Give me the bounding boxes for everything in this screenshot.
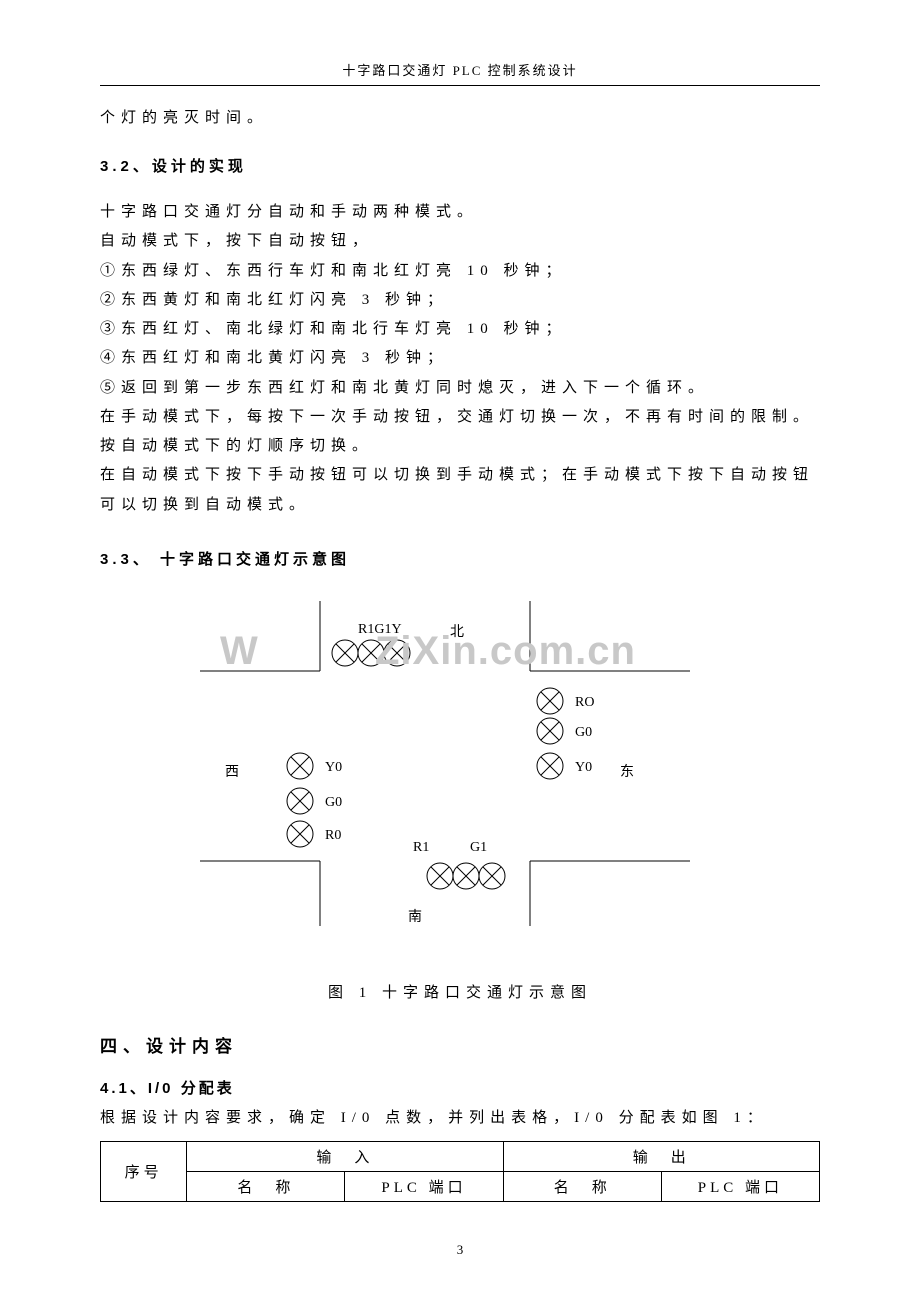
th-seq: 序号 bbox=[101, 1142, 187, 1202]
svg-text:西: 西 bbox=[225, 765, 239, 780]
th-output: 输 出 bbox=[503, 1142, 819, 1172]
th-input: 输 入 bbox=[187, 1142, 503, 1172]
svg-text:北: 北 bbox=[450, 624, 464, 640]
table-row: 序号 输 入 输 出 bbox=[101, 1142, 820, 1172]
figure-caption: 图 1 十字路口交通灯示意图 bbox=[100, 981, 820, 1002]
section-3-3-heading: 3.3、 十字路口交通灯示意图 bbox=[100, 548, 820, 569]
body-text: 十字路口交通灯分自动和手动两种模式。 bbox=[100, 198, 820, 227]
section-4-heading: 四、设计内容 bbox=[100, 1032, 820, 1057]
body-text: 在手动模式下，每按下一次手动按钮，交通灯切换一次，不再有时间的限制。按自动模式下… bbox=[100, 403, 820, 462]
body-text: ②东西黄灯和南北红灯闪亮 3 秒钟； bbox=[100, 286, 820, 315]
svg-text:RO: RO bbox=[575, 695, 594, 710]
body-text: 自动模式下，按下自动按钮， bbox=[100, 227, 820, 256]
page-number: 3 bbox=[100, 1242, 820, 1258]
page-header: 十字路口交通灯 PLC 控制系统设计 bbox=[100, 60, 820, 86]
svg-text:Y0: Y0 bbox=[575, 760, 592, 775]
diagram-svg: 北南 东 西 R1G1Y R1 G1 RO G0 Y0 Y0 G0 R0 bbox=[160, 591, 760, 931]
body-text: 根据设计内容要求，确定 I/0 点数，并列出表格，I/0 分配表如图 1： bbox=[100, 1104, 820, 1133]
section-3-2-heading: 3.2、设计的实现 bbox=[100, 155, 820, 176]
body-text: 在自动模式下按下手动按钮可以切换到手动模式；在手动模式下按下自动按钮可以切换到自… bbox=[100, 461, 820, 520]
svg-text:R1: R1 bbox=[413, 840, 429, 855]
section-4-1-heading: 4.1、I/0 分配表 bbox=[100, 1077, 820, 1098]
svg-text:G0: G0 bbox=[575, 725, 592, 740]
svg-text:G0: G0 bbox=[325, 795, 342, 810]
continuation-text: 个灯的亮灭时间。 bbox=[100, 106, 820, 127]
svg-text:G1: G1 bbox=[470, 840, 487, 855]
th-name: 名 称 bbox=[187, 1172, 345, 1202]
svg-text:R0: R0 bbox=[325, 828, 341, 843]
body-text: ③东西红灯、南北绿灯和南北行车灯亮 10 秒钟； bbox=[100, 315, 820, 344]
io-allocation-table: 序号 输 入 输 出 名 称 PLC 端口 名 称 PLC 端口 bbox=[100, 1141, 820, 1202]
th-name: 名 称 bbox=[503, 1172, 661, 1202]
body-text: ①东西绿灯、东西行车灯和南北红灯亮 10 秒钟； bbox=[100, 257, 820, 286]
th-port: PLC 端口 bbox=[661, 1172, 819, 1202]
body-text: ④东西红灯和南北黄灯闪亮 3 秒钟； bbox=[100, 344, 820, 373]
intersection-diagram: 北南东西R1G1YR1G1ROG0Y0Y0G0R0 W ZiXin.com.cn bbox=[100, 591, 820, 951]
svg-text:南: 南 bbox=[408, 909, 422, 925]
svg-text:Y0: Y0 bbox=[325, 760, 342, 775]
body-text: ⑤返回到第一步东西红灯和南北黄灯同时熄灭，进入下一个循环。 bbox=[100, 374, 820, 403]
svg-text:R1G1Y: R1G1Y bbox=[358, 622, 402, 637]
svg-text:东: 东 bbox=[620, 764, 634, 780]
table-row: 名 称 PLC 端口 名 称 PLC 端口 bbox=[101, 1172, 820, 1202]
th-port: PLC 端口 bbox=[345, 1172, 503, 1202]
